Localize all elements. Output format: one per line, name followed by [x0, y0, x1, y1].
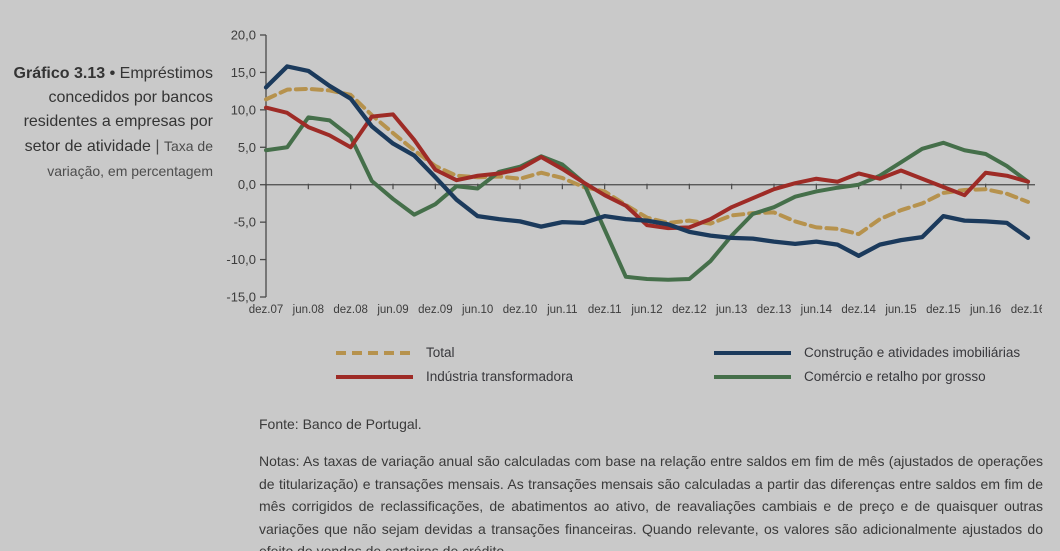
svg-text:dez.16: dez.16: [1011, 304, 1042, 316]
svg-text:15,0: 15,0: [231, 65, 256, 80]
line-chart: 20,0 15,0 10,0 5,0 0,0 -5,0 -10,0 -15,0 dez.07 ju…: [220, 22, 1042, 322]
legend-label-construcao: Construção e atividades imobiliárias: [804, 345, 1021, 360]
svg-text:dez.15: dez.15: [926, 304, 961, 316]
legend-item-construcao: Construção e atividades imobiliárias: [714, 345, 1020, 360]
series-line-3: [264, 115, 1030, 282]
svg-text:dez.09: dez.09: [418, 304, 453, 316]
svg-text:dez.07: dez.07: [249, 304, 284, 316]
title-bullet: •: [109, 65, 116, 82]
svg-text:dez.11: dez.11: [588, 304, 622, 316]
svg-text:jun.15: jun.15: [884, 304, 916, 316]
svg-text:-10,0: -10,0: [226, 252, 256, 267]
legend-label-comercio: Comércio e retalho por grosso: [804, 369, 986, 384]
svg-text:dez.08: dez.08: [333, 304, 368, 316]
legend-swatch-construcao: [714, 350, 791, 355]
legend-item-comercio: Comércio e retalho por grosso: [714, 369, 1020, 384]
svg-text:jun.16: jun.16: [969, 304, 1001, 316]
svg-text:dez.14: dez.14: [841, 304, 876, 316]
svg-text:dez.12: dez.12: [672, 304, 707, 316]
title-separator: |: [155, 138, 160, 155]
svg-text:dez.10: dez.10: [503, 304, 538, 316]
legend-swatch-total: [336, 350, 413, 355]
legend-label-total: Total: [426, 345, 455, 360]
svg-text:10,0: 10,0: [231, 102, 256, 117]
methodology-notes: Notas: As taxas de variação anual são ca…: [259, 453, 1043, 551]
svg-text:jun.10: jun.10: [461, 304, 493, 316]
svg-text:jun.13: jun.13: [715, 304, 747, 316]
svg-text:-5,0: -5,0: [234, 215, 256, 230]
legend-item-industria: Indústria transformadora: [336, 369, 714, 384]
svg-text:dez.13: dez.13: [757, 304, 792, 316]
svg-text:jun.11: jun.11: [546, 304, 577, 316]
series-line-2: [264, 105, 1030, 231]
svg-text:jun.12: jun.12: [630, 304, 662, 316]
svg-text:jun.09: jun.09: [376, 304, 408, 316]
chart-title: Empréstimos concedidos por bancos reside…: [23, 65, 213, 155]
svg-text:jun.14: jun.14: [800, 304, 833, 316]
svg-text:-15,0: -15,0: [226, 290, 256, 305]
svg-text:20,0: 20,0: [231, 28, 256, 43]
svg-text:jun.08: jun.08: [292, 304, 324, 316]
source-note: Fonte: Banco de Portugal.: [259, 416, 422, 432]
legend-swatch-industria: [336, 374, 413, 379]
legend-label-industria: Indústria transformadora: [426, 369, 574, 384]
chart-number: Gráfico 3.13: [13, 65, 106, 82]
series-line-0: [264, 86, 1030, 237]
chart-title-block: Gráfico 3.13 • Empréstimos concedidos po…: [0, 62, 213, 184]
svg-text:0,0: 0,0: [238, 177, 256, 192]
series-line-1: [263, 64, 1031, 258]
chart-legend: Total Construção e atividades imobiliári…: [336, 345, 1020, 384]
chart-subtitle: Taxa de variação, em percentagem: [47, 138, 213, 179]
legend-item-total: Total: [336, 345, 714, 360]
svg-text:5,0: 5,0: [238, 140, 256, 155]
legend-swatch-comercio: [714, 374, 791, 379]
